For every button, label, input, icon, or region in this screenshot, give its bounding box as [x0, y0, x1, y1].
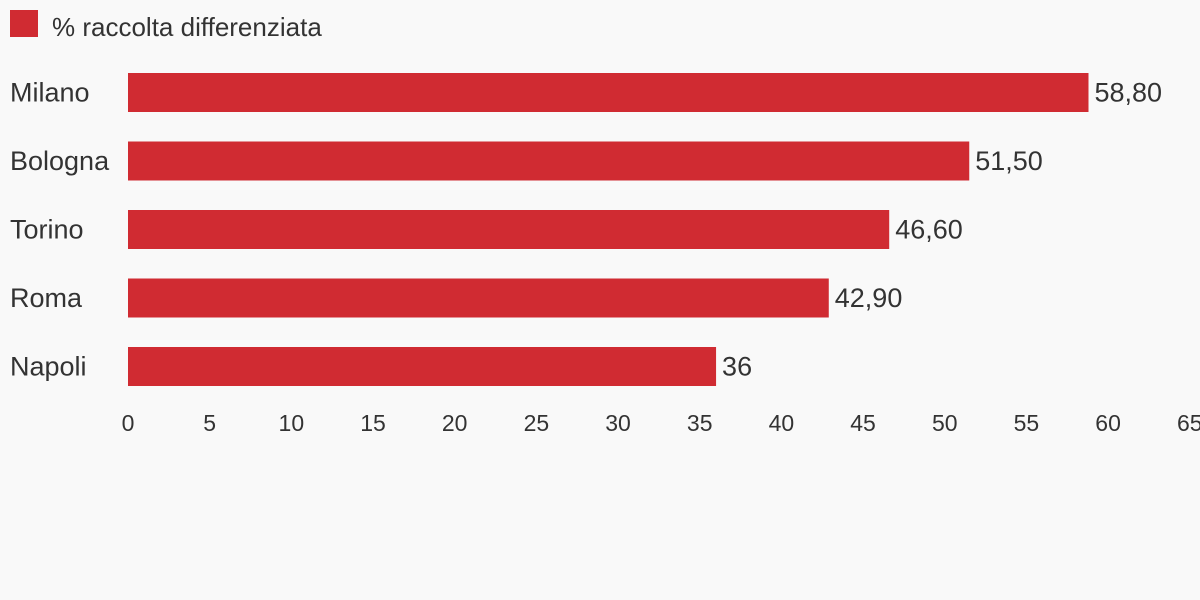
- x-tick-label: 25: [524, 410, 550, 436]
- bars: [128, 73, 1089, 386]
- x-tick-label: 15: [360, 410, 386, 436]
- legend-label: % raccolta differenziata: [52, 12, 322, 42]
- x-tick-label: 35: [687, 410, 713, 436]
- bar-torino: [128, 210, 890, 249]
- bar-napoli: [128, 347, 717, 386]
- category-labels: Milano Bologna Torino Roma Napoli: [10, 78, 110, 382]
- x-tick-label: 60: [1095, 410, 1121, 436]
- x-tick-label: 30: [605, 410, 631, 436]
- value-label-torino: 46,60: [895, 215, 963, 245]
- legend: % raccolta differenziata: [10, 10, 322, 42]
- x-axis: 0 5 10 15 20 25 30 35 40 45 50 55 60 65: [122, 410, 1200, 436]
- bar-bologna: [128, 141, 970, 181]
- x-tick-label: 45: [850, 410, 876, 436]
- category-label-bologna: Bologna: [10, 146, 110, 176]
- x-tick-label: 40: [769, 410, 795, 436]
- bar-roma: [128, 278, 829, 318]
- category-label-napoli: Napoli: [10, 352, 87, 382]
- category-label-milano: Milano: [10, 78, 90, 108]
- category-label-roma: Roma: [10, 283, 83, 313]
- x-tick-label: 20: [442, 410, 468, 436]
- bar-milano: [128, 73, 1089, 112]
- value-label-bologna: 51,50: [975, 146, 1043, 176]
- value-label-napoli: 36: [722, 352, 752, 382]
- x-tick-label: 65: [1177, 410, 1200, 436]
- value-label-milano: 58,80: [1094, 78, 1162, 108]
- x-tick-label: 55: [1014, 410, 1040, 436]
- value-labels: 58,80 51,50 46,60 42,90 36: [722, 78, 1162, 382]
- category-label-torino: Torino: [10, 215, 84, 245]
- x-tick-label: 0: [122, 410, 135, 436]
- x-tick-label: 10: [279, 410, 305, 436]
- x-tick-label: 50: [932, 410, 958, 436]
- legend-swatch: [10, 10, 38, 37]
- value-label-roma: 42,90: [835, 283, 903, 313]
- x-tick-label: 5: [203, 410, 216, 436]
